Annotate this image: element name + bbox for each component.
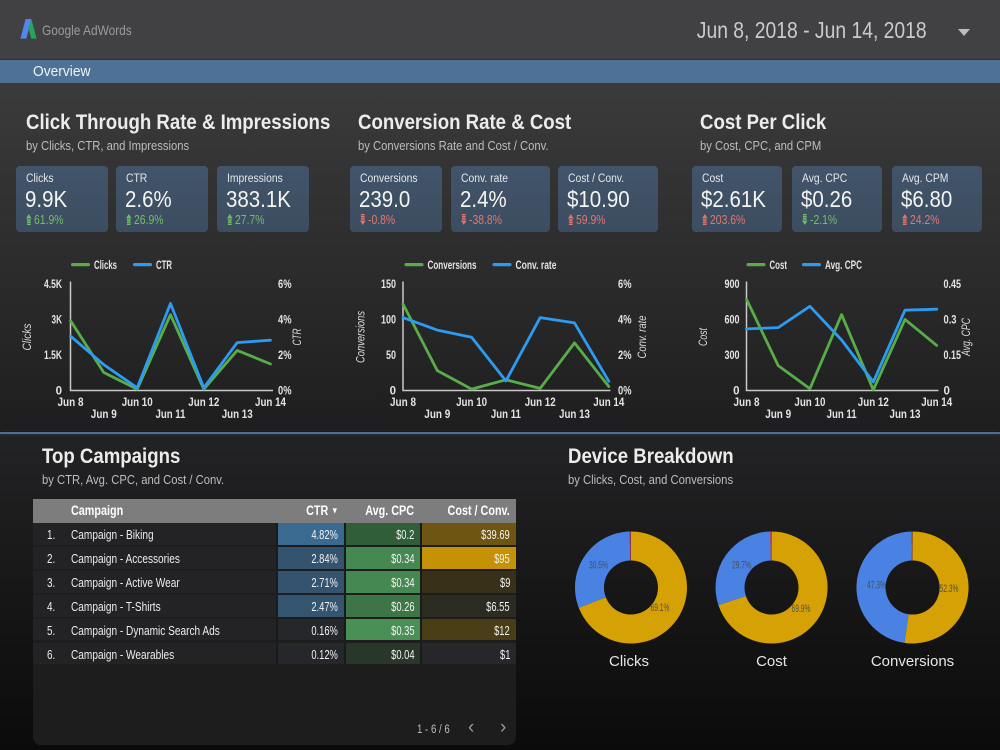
svg-text:Conversions: Conversions xyxy=(428,258,477,272)
svg-text:Jun 13: Jun 13 xyxy=(559,409,590,421)
svg-text:Jun 8: Jun 8 xyxy=(390,397,417,409)
svg-text:2%: 2% xyxy=(278,350,292,362)
svg-text:Avg. CPC: Avg. CPC xyxy=(825,258,862,272)
svg-text:Jun 14: Jun 14 xyxy=(593,397,625,409)
svg-text:Jun 11: Jun 11 xyxy=(156,409,186,421)
svg-text:CTR: CTR xyxy=(156,258,172,272)
svg-text:Jun 10: Jun 10 xyxy=(122,397,153,409)
svg-text:300: 300 xyxy=(725,350,740,362)
svg-text:47.3%: 47.3% xyxy=(867,580,886,592)
svg-text:4.5K: 4.5K xyxy=(44,279,63,291)
svg-text:100: 100 xyxy=(381,315,396,327)
svg-text:1.5K: 1.5K xyxy=(44,350,63,362)
svg-text:Jun 8: Jun 8 xyxy=(58,397,85,409)
svg-text:600: 600 xyxy=(725,315,740,327)
svg-text:0: 0 xyxy=(733,386,739,398)
svg-text:0: 0 xyxy=(944,386,950,398)
svg-text:0: 0 xyxy=(390,386,396,398)
svg-text:0%: 0% xyxy=(618,386,632,398)
svg-text:29.7%: 29.7% xyxy=(732,560,751,572)
svg-text:69.1%: 69.1% xyxy=(651,602,670,614)
svg-text:4%: 4% xyxy=(278,315,292,327)
svg-text:Jun 9: Jun 9 xyxy=(424,409,450,421)
svg-text:0.3: 0.3 xyxy=(944,315,957,327)
svg-text:Jun 11: Jun 11 xyxy=(491,409,521,421)
svg-text:6%: 6% xyxy=(278,279,292,291)
svg-text:69.9%: 69.9% xyxy=(792,603,811,615)
svg-text:Jun 13: Jun 13 xyxy=(890,409,921,421)
svg-text:Jun 12: Jun 12 xyxy=(525,397,556,409)
svg-text:Jun 12: Jun 12 xyxy=(188,397,219,409)
svg-text:6%: 6% xyxy=(618,279,632,291)
svg-text:Clicks: Clicks xyxy=(20,324,34,351)
svg-text:50: 50 xyxy=(386,350,396,362)
svg-text:Cost: Cost xyxy=(696,328,710,346)
svg-text:4%: 4% xyxy=(618,315,632,327)
svg-text:900: 900 xyxy=(725,279,740,291)
svg-text:CTR: CTR xyxy=(290,328,304,345)
svg-text:Clicks: Clicks xyxy=(94,258,117,272)
svg-text:0.45: 0.45 xyxy=(944,279,962,291)
svg-text:Jun 9: Jun 9 xyxy=(765,409,791,421)
svg-text:Cost: Cost xyxy=(770,258,788,272)
svg-text:Conv. rate: Conv. rate xyxy=(516,258,557,272)
svg-text:Avg. CPC: Avg. CPC xyxy=(959,318,973,357)
svg-text:Jun 12: Jun 12 xyxy=(858,397,889,409)
svg-text:52.3%: 52.3% xyxy=(940,583,959,595)
svg-text:150: 150 xyxy=(381,279,396,291)
svg-text:Jun 9: Jun 9 xyxy=(91,409,117,421)
svg-text:Jun 10: Jun 10 xyxy=(794,397,825,409)
svg-text:Jun 11: Jun 11 xyxy=(827,409,857,421)
svg-text:Jun 14: Jun 14 xyxy=(921,397,953,409)
svg-text:0.15: 0.15 xyxy=(944,350,962,362)
svg-text:Jun 13: Jun 13 xyxy=(222,409,253,421)
svg-text:3K: 3K xyxy=(52,315,63,327)
svg-text:30.5%: 30.5% xyxy=(589,560,608,572)
svg-text:0%: 0% xyxy=(278,386,292,398)
svg-text:Jun 8: Jun 8 xyxy=(734,397,761,409)
svg-text:Jun 14: Jun 14 xyxy=(255,397,287,409)
svg-text:Conv. rate: Conv. rate xyxy=(635,315,649,358)
svg-text:Jun 10: Jun 10 xyxy=(456,397,487,409)
svg-text:0: 0 xyxy=(56,386,62,398)
svg-text:Conversions: Conversions xyxy=(354,311,368,363)
svg-text:2%: 2% xyxy=(618,350,632,362)
